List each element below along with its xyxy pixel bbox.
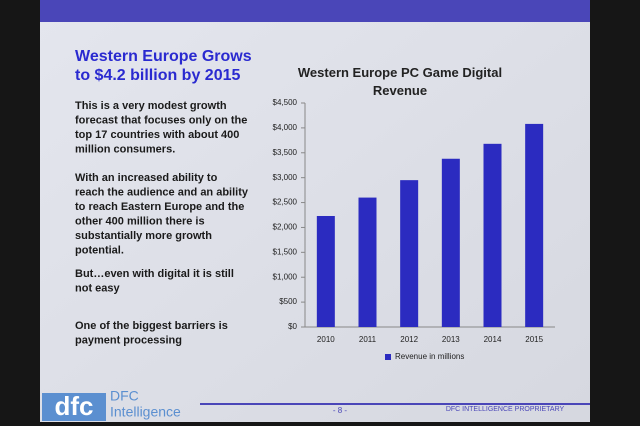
y-tick-label: $2,500 [273,198,298,207]
y-tick-label: $2,000 [273,223,298,232]
y-tick-label: $4,000 [273,123,298,132]
body-text: to reach Eastern Europe and the [75,201,244,213]
y-tick-label: $4,500 [273,98,298,107]
body-text: forecast that focuses only on the [75,114,247,126]
bar [441,158,460,327]
top-band [40,0,590,22]
bar [400,180,419,327]
logo-box [42,393,106,421]
company-name: DFC [110,388,139,404]
company-name: Intelligence [110,404,181,420]
x-tick-label: 2012 [400,335,418,344]
page-number: - 8 - [333,406,348,415]
body-text: million consumers. [75,143,175,155]
y-tick-label: $3,000 [273,173,298,182]
x-tick-label: 2010 [317,335,335,344]
body-text: payment processing [75,334,182,346]
body-text: One of the biggest barriers is [75,320,228,332]
y-tick-label: $500 [279,297,297,306]
y-tick-label: $1,000 [273,272,298,281]
bar [358,197,377,327]
x-tick-label: 2013 [442,335,460,344]
logo-text: dfc [55,391,94,421]
slide-heading: Western Europe Grows [75,48,252,65]
bar [316,215,335,327]
bar [525,123,544,327]
body-text: other 400 million there is [75,215,205,227]
y-tick-label: $3,500 [273,148,298,157]
x-tick-label: 2014 [484,335,502,344]
bar [483,143,502,327]
legend-label: Revenue in millions [395,352,464,361]
y-tick-label: $0 [288,322,297,331]
body-text: substantially more growth [75,230,212,242]
x-tick-label: 2011 [359,335,377,344]
body-text: not easy [75,282,121,294]
chart-title: Western Europe PC Game Digital Revenue [297,65,503,98]
body-text: potential. [75,244,124,256]
footer-notice: DFC INTELLIGENCE PROPRIETARY [446,406,565,413]
body-text: With an increased ability to [75,172,218,184]
body-text: top 17 countries with about 400 [75,129,239,141]
x-tick-label: 2015 [525,335,543,344]
y-tick-label: $1,500 [273,247,298,256]
slide-heading: to $4.2 billion by 2015 [75,67,240,84]
body-text: reach the audience and an ability [75,186,249,198]
body-text: This is a very modest growth [75,100,227,112]
legend-swatch [385,354,391,360]
body-text: But…even with digital it is still [75,268,234,280]
